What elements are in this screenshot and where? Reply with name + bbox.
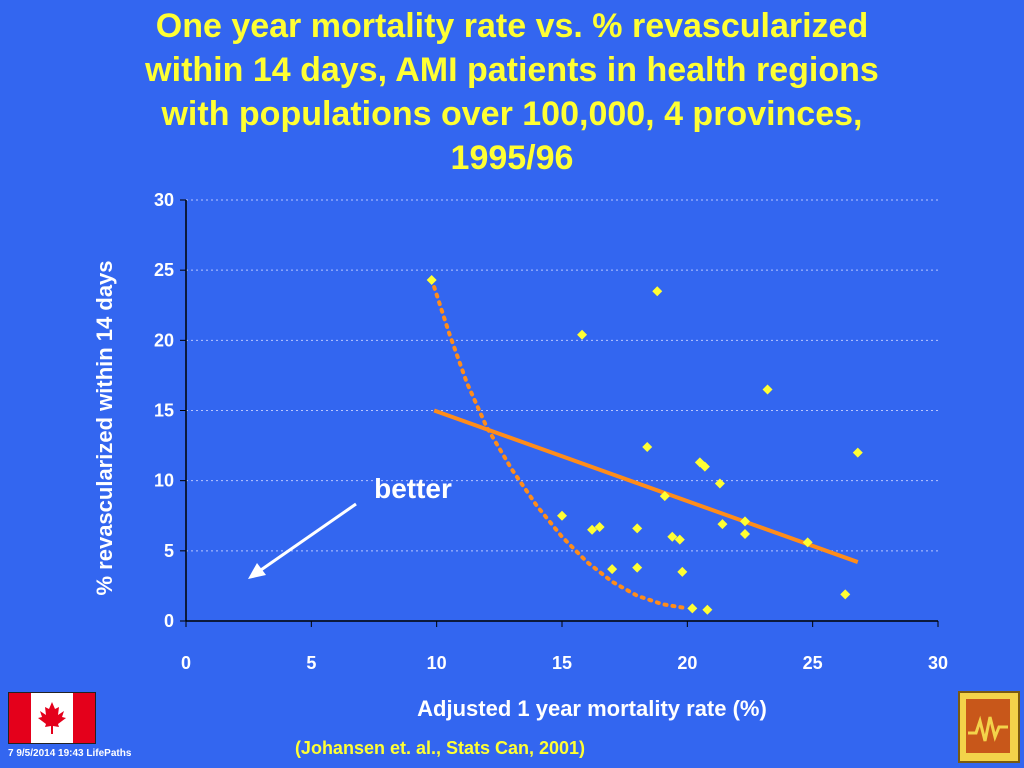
citation: (Johansen et. al., Stats Can, 2001): [294, 738, 586, 758]
title-line: One year mortality rate vs. % revascular…: [155, 7, 869, 45]
better-annotation: better: [374, 473, 452, 504]
x-tick-label: 15: [552, 653, 572, 673]
data-point: [762, 384, 773, 395]
data-point: [642, 441, 653, 452]
gridlines: [186, 199, 938, 552]
data-point: [802, 537, 813, 548]
x-axis-label: Adjusted 1 year mortality rate (%): [417, 696, 767, 721]
data-point: [426, 274, 437, 285]
data-point: [557, 510, 567, 521]
x-tick-label: 20: [677, 653, 697, 673]
x-tick-label: 0: [181, 653, 191, 673]
y-axis-label: % revascularized within 14 days: [92, 260, 117, 595]
data-point: [699, 461, 710, 472]
fitted-curve: [432, 285, 690, 611]
data-point: [577, 329, 588, 340]
x-tick-label: 10: [427, 653, 447, 673]
data-point: [687, 603, 698, 614]
y-tick-label: 20: [154, 330, 174, 350]
footer-text: 7 9/5/2014 19:43 LifePaths: [8, 748, 132, 759]
data-point: [667, 531, 678, 542]
chart-title: One year mortality rate vs. % revascular…: [20, 4, 1004, 180]
data-point: [674, 534, 685, 545]
title-line: within 14 days, AMI patients in health r…: [145, 51, 879, 89]
data-point: [587, 524, 598, 535]
trend-line: [433, 408, 859, 564]
y-tick-label: 15: [154, 401, 174, 421]
data-point: [702, 604, 713, 615]
data-point: [659, 491, 670, 502]
canada-flag-icon: [8, 692, 96, 744]
data-point: [607, 564, 618, 575]
data-point: [840, 589, 851, 600]
x-tick-label: 30: [928, 653, 948, 673]
data-point: [594, 521, 605, 532]
x-tick-label: 25: [803, 653, 823, 673]
y-tick-label: 5: [164, 541, 174, 561]
y-tick-label: 30: [154, 190, 174, 210]
title-line: with populations over 100,000, 4 provinc…: [161, 95, 863, 133]
data-point: [852, 447, 863, 458]
data-point: [717, 519, 728, 530]
y-tick-label: 0: [164, 611, 174, 631]
axes: [180, 199, 939, 627]
x-tick-label: 5: [306, 653, 316, 673]
tick-labels: 0 5 10 15 20 25 30 0 5 10 15 20 25 30: [154, 190, 948, 673]
data-point: [652, 286, 663, 297]
y-tick-label: 25: [154, 260, 174, 280]
data-points: [426, 274, 863, 615]
data-point: [739, 516, 750, 527]
better-arrow: [248, 502, 357, 579]
data-point: [632, 562, 643, 573]
data-point: [677, 566, 688, 577]
title-line: 1995/96: [450, 139, 574, 177]
data-point: [632, 523, 643, 534]
y-tick-label: 10: [154, 471, 174, 491]
data-point: [739, 528, 750, 539]
lifepaths-logo-icon: [958, 691, 1020, 763]
data-point: [714, 478, 725, 489]
